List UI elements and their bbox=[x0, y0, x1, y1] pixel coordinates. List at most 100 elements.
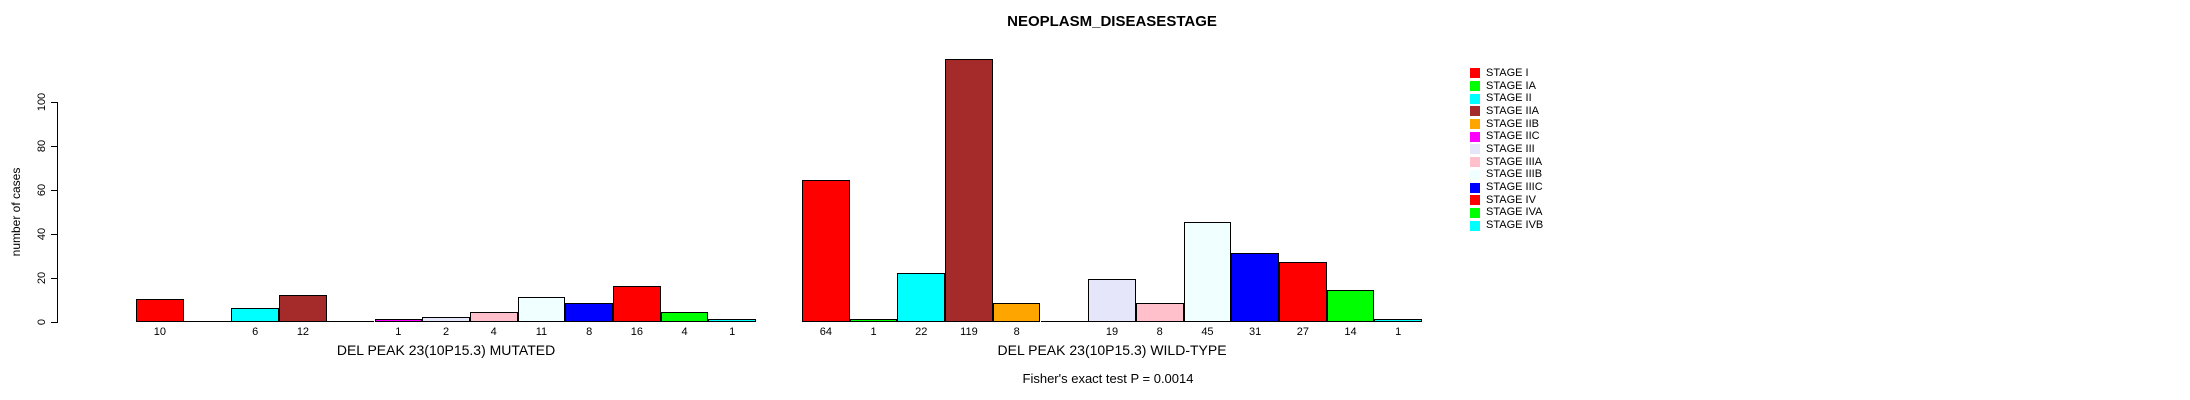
bar bbox=[469, 312, 518, 322]
legend-swatch bbox=[1470, 131, 1480, 142]
bar-value-label: 22 bbox=[915, 326, 928, 338]
legend-item: STAGE III bbox=[1470, 143, 1543, 156]
legend-item: STAGE IVB bbox=[1470, 219, 1543, 232]
legend-item: STAGE II bbox=[1470, 92, 1543, 105]
fisher-test-footnote: Fisher's exact test P = 0.0014 bbox=[1022, 371, 1194, 386]
bar-value-label: 11 bbox=[535, 326, 548, 338]
legend-swatch bbox=[1470, 182, 1480, 193]
y-tick-label: 100 bbox=[36, 92, 48, 112]
bar-value-label: 8 bbox=[1156, 326, 1163, 338]
y-tick-label: 20 bbox=[36, 271, 48, 285]
bar bbox=[1135, 303, 1184, 322]
bar bbox=[1231, 253, 1279, 322]
legend-swatch bbox=[1470, 106, 1480, 117]
legend-item: STAGE IIIA bbox=[1470, 156, 1543, 169]
group-axis-label: DEL PEAK 23(10P15.3) MUTATED bbox=[336, 342, 556, 358]
bar bbox=[422, 317, 470, 322]
y-tick-label: 0 bbox=[36, 318, 48, 326]
legend: STAGE I STAGE IA STAGE II STAGE IIA STAGE II… bbox=[1470, 67, 1543, 232]
bar-value-label: 4 bbox=[490, 326, 497, 338]
legend-swatch bbox=[1470, 207, 1480, 218]
bar-value-label: 1 bbox=[729, 326, 736, 338]
legend-label: STAGE I bbox=[1486, 66, 1529, 79]
legend-item: STAGE IV bbox=[1470, 194, 1543, 207]
legend-label: STAGE IVA bbox=[1486, 206, 1543, 219]
bar-group: 64 1 22 119 8 19 8 45 31 27 14 1 DEL PEAK 23(10P15.3… bbox=[802, 0, 1423, 400]
bar-value-label: 2 bbox=[442, 326, 450, 338]
legend-item: STAGE IVA bbox=[1470, 207, 1543, 220]
bar-value-label: 12 bbox=[296, 326, 310, 338]
bar bbox=[613, 286, 661, 322]
bar-group: 10 6 12 1 2 4 11 8 16 4 1 DEL PEAK 23(10P15.3) MUTA… bbox=[136, 0, 757, 400]
bar bbox=[565, 303, 613, 322]
bar bbox=[136, 299, 184, 322]
bar-value-label: 45 bbox=[1201, 326, 1214, 338]
y-tick-label: 80 bbox=[36, 139, 48, 153]
bar-value-label: 64 bbox=[819, 326, 832, 338]
bar bbox=[660, 312, 709, 322]
legend-label: STAGE IIIC bbox=[1486, 181, 1543, 194]
legend-swatch bbox=[1470, 119, 1480, 130]
legend-item: STAGE I bbox=[1470, 67, 1543, 80]
bar-value-label: 8 bbox=[1013, 326, 1020, 338]
y-tick-label: 40 bbox=[36, 227, 48, 241]
bar-value-label: 31 bbox=[1249, 326, 1262, 338]
y-tick-mark bbox=[51, 102, 58, 103]
legend-label: STAGE IIA bbox=[1486, 104, 1539, 117]
legend-swatch bbox=[1470, 68, 1480, 79]
bar-value-label: 1 bbox=[870, 326, 877, 338]
zero-bar bbox=[1040, 321, 1089, 322]
y-tick-label: 60 bbox=[36, 183, 48, 197]
bar bbox=[279, 295, 327, 322]
legend-item: STAGE IIIB bbox=[1470, 169, 1543, 182]
group-axis-label: DEL PEAK 23(10P15.3) WILD-TYPE bbox=[997, 342, 1227, 358]
legend-swatch bbox=[1470, 81, 1480, 92]
bar-value-label: 27 bbox=[1296, 326, 1309, 338]
legend-label: STAGE IV bbox=[1486, 193, 1536, 206]
legend-label: STAGE IIC bbox=[1486, 130, 1540, 143]
bar-value-label: 10 bbox=[153, 326, 166, 338]
chart-title: NEOPLASM_DISEASESTAGE bbox=[1007, 13, 1217, 30]
legend-item: STAGE IIB bbox=[1470, 118, 1543, 131]
bar-value-label: 4 bbox=[681, 326, 688, 338]
legend-swatch bbox=[1470, 93, 1480, 104]
bar bbox=[849, 319, 898, 322]
y-axis-label: number of cases bbox=[9, 167, 23, 257]
legend-label: STAGE III bbox=[1486, 142, 1535, 155]
zero-bar bbox=[183, 321, 232, 322]
legend-label: STAGE II bbox=[1486, 92, 1532, 105]
bar-value-label: 8 bbox=[586, 326, 593, 338]
bar bbox=[897, 273, 946, 322]
bar-value-label: 1 bbox=[1395, 326, 1402, 338]
legend-label: STAGE IA bbox=[1486, 79, 1536, 92]
bar bbox=[802, 180, 850, 322]
bar bbox=[517, 297, 566, 322]
y-tick-mark bbox=[51, 278, 58, 279]
bar bbox=[1088, 279, 1136, 322]
y-axis-line bbox=[57, 102, 58, 323]
y-tick-mark bbox=[51, 146, 58, 147]
y-tick-mark bbox=[51, 190, 58, 191]
legend-item: STAGE IIIC bbox=[1470, 181, 1543, 194]
legend-label: STAGE IIB bbox=[1486, 117, 1539, 130]
legend-item: STAGE IIC bbox=[1470, 130, 1543, 143]
bar bbox=[374, 319, 423, 322]
bar bbox=[1374, 319, 1423, 322]
legend-item: STAGE IA bbox=[1470, 80, 1543, 93]
legend-swatch bbox=[1470, 220, 1480, 231]
bar bbox=[231, 308, 280, 322]
bar bbox=[945, 59, 993, 322]
zero-bar bbox=[326, 321, 375, 322]
legend-label: STAGE IIIA bbox=[1486, 155, 1543, 168]
legend-label: STAGE IVB bbox=[1486, 219, 1544, 232]
bar bbox=[1183, 222, 1232, 322]
bar-value-label: 6 bbox=[252, 326, 259, 338]
legend-swatch bbox=[1470, 195, 1480, 206]
y-tick-mark bbox=[51, 234, 58, 235]
bar bbox=[992, 303, 1041, 322]
legend-swatch bbox=[1470, 169, 1480, 180]
legend-label: STAGE IIIB bbox=[1486, 168, 1543, 181]
bar bbox=[708, 319, 757, 322]
bar-value-label: 14 bbox=[1344, 326, 1357, 338]
